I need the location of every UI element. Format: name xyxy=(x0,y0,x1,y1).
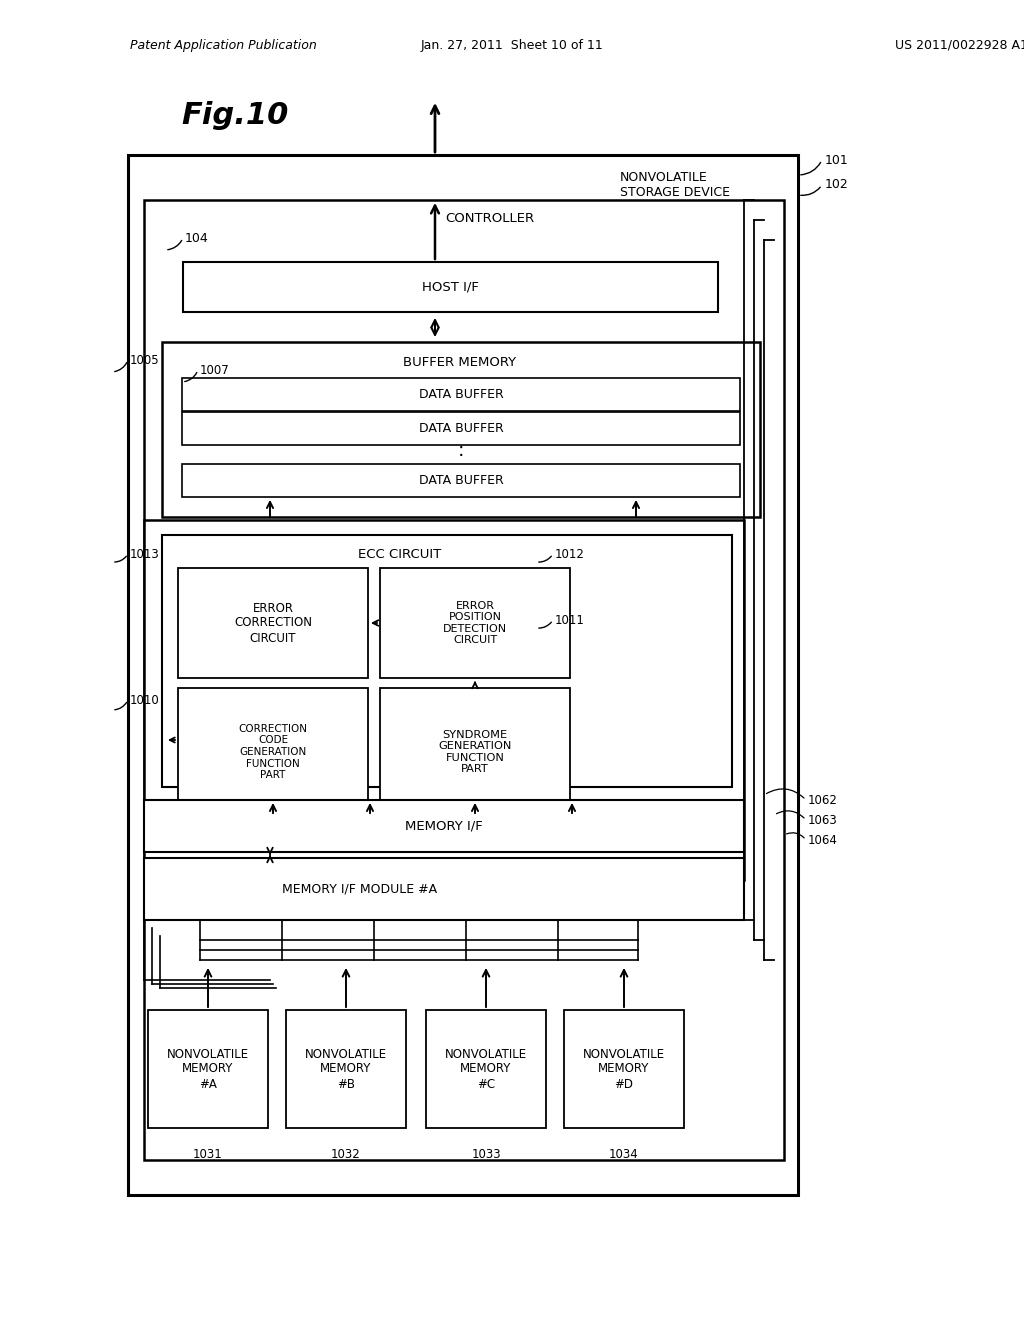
Text: MEMORY I/F MODULE #A: MEMORY I/F MODULE #A xyxy=(283,883,437,895)
Text: 1034: 1034 xyxy=(609,1148,639,1162)
Text: SYNDROME
GENERATION
FUNCTION
PART: SYNDROME GENERATION FUNCTION PART xyxy=(438,730,512,775)
Text: NONVOLATILE
MEMORY
#C: NONVOLATILE MEMORY #C xyxy=(445,1048,527,1090)
Text: ERROR
CORRECTION
CIRCUIT: ERROR CORRECTION CIRCUIT xyxy=(234,602,312,644)
Bar xyxy=(286,1010,406,1129)
Text: DATA BUFFER: DATA BUFFER xyxy=(419,388,504,400)
Text: 1063: 1063 xyxy=(808,813,838,826)
Bar xyxy=(564,1010,684,1129)
Text: 1064: 1064 xyxy=(808,833,838,846)
Bar xyxy=(182,412,740,445)
Bar xyxy=(144,201,784,1160)
Text: Patent Application Publication: Patent Application Publication xyxy=(130,38,316,51)
Text: :: : xyxy=(458,441,464,459)
Text: Jan. 27, 2011  Sheet 10 of 11: Jan. 27, 2011 Sheet 10 of 11 xyxy=(421,38,603,51)
Text: 1012: 1012 xyxy=(555,548,585,561)
Text: NONVOLATILE
MEMORY
#B: NONVOLATILE MEMORY #B xyxy=(305,1048,387,1090)
Text: NONVOLATILE
MEMORY
#A: NONVOLATILE MEMORY #A xyxy=(167,1048,249,1090)
Text: 1032: 1032 xyxy=(331,1148,360,1162)
Bar xyxy=(380,688,570,816)
Text: 1005: 1005 xyxy=(130,354,160,367)
Text: MEMORY I/F: MEMORY I/F xyxy=(406,820,483,833)
Bar xyxy=(178,688,368,816)
Text: 1007: 1007 xyxy=(200,363,229,376)
Bar xyxy=(162,342,760,517)
Bar xyxy=(128,154,798,1195)
Text: CORRECTION
CODE
GENERATION
FUNCTION
PART: CORRECTION CODE GENERATION FUNCTION PART xyxy=(239,723,307,780)
Text: 102: 102 xyxy=(825,178,849,191)
Bar xyxy=(162,535,732,787)
Bar xyxy=(144,800,744,851)
Text: 1031: 1031 xyxy=(194,1148,223,1162)
Text: 1013: 1013 xyxy=(130,548,160,561)
Bar xyxy=(144,520,744,880)
Text: NONVOLATILE
MEMORY
#D: NONVOLATILE MEMORY #D xyxy=(583,1048,665,1090)
Text: US 2011/0022928 A1: US 2011/0022928 A1 xyxy=(895,38,1024,51)
Bar xyxy=(148,1010,268,1129)
Text: HOST I/F: HOST I/F xyxy=(422,281,478,293)
Bar xyxy=(182,465,740,498)
Text: 1033: 1033 xyxy=(471,1148,501,1162)
Text: ECC CIRCUIT: ECC CIRCUIT xyxy=(358,548,441,561)
Text: 1011: 1011 xyxy=(555,614,585,627)
Text: CONTROLLER: CONTROLLER xyxy=(445,211,535,224)
Text: Fig.10: Fig.10 xyxy=(181,100,289,129)
Text: DATA BUFFER: DATA BUFFER xyxy=(419,421,504,434)
Bar xyxy=(426,1010,546,1129)
Text: BUFFER MEMORY: BUFFER MEMORY xyxy=(403,355,516,368)
Bar xyxy=(183,261,718,312)
Bar xyxy=(178,568,368,678)
Text: 104: 104 xyxy=(185,231,209,244)
Text: 101: 101 xyxy=(825,153,849,166)
Text: 1062: 1062 xyxy=(808,793,838,807)
Text: ERROR
POSITION
DETECTION
CIRCUIT: ERROR POSITION DETECTION CIRCUIT xyxy=(443,601,507,645)
Bar xyxy=(182,378,740,411)
Bar xyxy=(144,858,744,920)
Bar xyxy=(380,568,570,678)
Text: DATA BUFFER: DATA BUFFER xyxy=(419,474,504,487)
Text: 1010: 1010 xyxy=(130,693,160,706)
Text: NONVOLATILE
STORAGE DEVICE: NONVOLATILE STORAGE DEVICE xyxy=(620,172,730,199)
